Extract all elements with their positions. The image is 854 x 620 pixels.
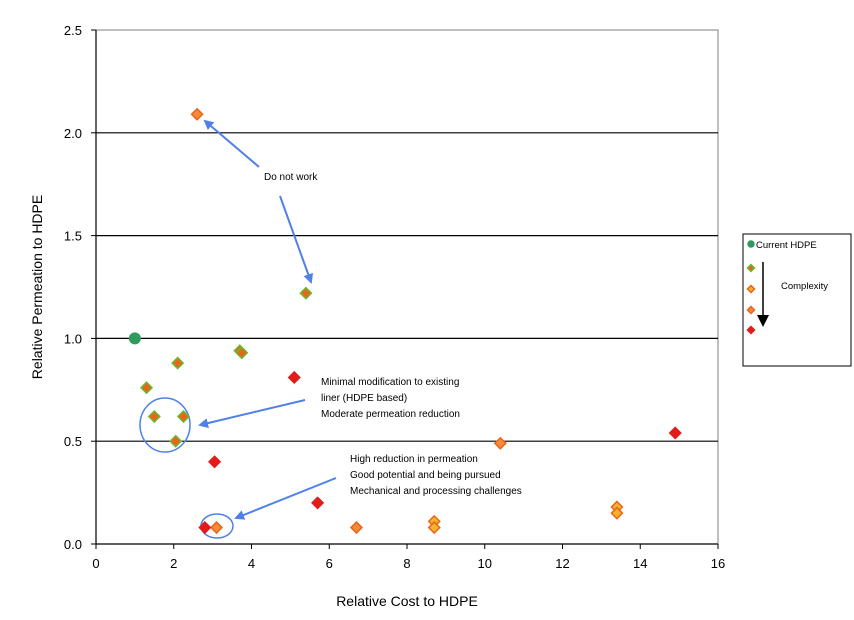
x-tick-label: 12 bbox=[555, 556, 569, 571]
x-axis-label: Relative Cost to HDPE bbox=[336, 593, 478, 609]
data-point bbox=[299, 286, 313, 300]
annotation-text: Mechanical and processing challenges bbox=[350, 486, 522, 497]
highlight-ellipse bbox=[139, 397, 191, 453]
y-tick-label: 0.5 bbox=[64, 434, 82, 449]
complexity-arrow-head bbox=[757, 315, 769, 327]
data-points bbox=[128, 107, 682, 535]
annotation-arrow bbox=[279, 195, 313, 284]
data-point bbox=[311, 496, 325, 510]
x-tick-label: 4 bbox=[248, 556, 255, 571]
data-point bbox=[139, 381, 154, 395]
data-point bbox=[209, 520, 224, 535]
annotation-minimal-modification: Minimal modification to existing liner (… bbox=[139, 377, 460, 453]
data-point bbox=[128, 332, 141, 345]
data-point bbox=[176, 409, 191, 424]
annotation-text: Minimal modification to existing bbox=[321, 377, 459, 388]
x-axis-ticks: 0 2 4 6 8 10 12 14 16 bbox=[92, 544, 725, 571]
legend-marker bbox=[746, 263, 756, 273]
data-point bbox=[287, 370, 301, 385]
y-tick-label: 2.5 bbox=[64, 23, 82, 38]
y-tick-label: 0.0 bbox=[64, 537, 82, 552]
data-point bbox=[493, 436, 507, 450]
annotation-arrow bbox=[234, 477, 337, 520]
legend-marker bbox=[747, 240, 755, 248]
annotation-text: High reduction in permeation bbox=[350, 454, 478, 465]
legend-label-current-hdpe: Current HDPE bbox=[756, 240, 817, 251]
y-tick-label: 2.0 bbox=[64, 126, 82, 141]
data-point bbox=[147, 409, 161, 424]
data-point bbox=[171, 356, 185, 370]
annotation-arrow bbox=[203, 119, 260, 168]
annotation-do-not-work: Do not work bbox=[203, 119, 318, 284]
data-point bbox=[349, 520, 364, 535]
data-point bbox=[208, 455, 222, 469]
x-tick-label: 10 bbox=[478, 556, 492, 571]
plot-area bbox=[95, 29, 719, 545]
annotation-text: Moderate permeation reduction bbox=[321, 409, 460, 420]
x-tick-label: 2 bbox=[170, 556, 177, 571]
data-point bbox=[198, 520, 212, 535]
y-axis-ticks: 0.0 0.5 1.0 1.5 2.0 2.5 bbox=[64, 23, 96, 552]
x-tick-label: 8 bbox=[403, 556, 410, 571]
legend-marker bbox=[746, 325, 756, 335]
x-tick-label: 16 bbox=[711, 556, 725, 571]
data-point bbox=[235, 346, 249, 360]
annotation-text: liner (HDPE based) bbox=[321, 393, 407, 404]
y-axis-label: Relative Permeation to HDPE bbox=[29, 195, 45, 379]
x-tick-label: 14 bbox=[633, 556, 647, 571]
data-point bbox=[427, 520, 441, 535]
y-tick-label: 1.0 bbox=[64, 331, 82, 346]
x-tick-label: 6 bbox=[326, 556, 333, 571]
y-tick-label: 1.5 bbox=[64, 229, 82, 244]
annotation-text: Do not work bbox=[264, 172, 318, 183]
legend-complexity-label: Complexity bbox=[781, 281, 828, 292]
data-point bbox=[668, 426, 682, 440]
annotation-text: Good potential and being pursued bbox=[350, 470, 501, 481]
legend: Current HDPE Complexity bbox=[742, 233, 852, 367]
data-point bbox=[610, 506, 624, 520]
data-point bbox=[169, 434, 183, 448]
legend-box bbox=[742, 233, 852, 367]
x-tick-label: 0 bbox=[92, 556, 99, 571]
legend-marker bbox=[746, 305, 756, 315]
annotation-arrow bbox=[198, 399, 306, 429]
data-point bbox=[190, 107, 204, 121]
legend-marker bbox=[746, 284, 756, 294]
